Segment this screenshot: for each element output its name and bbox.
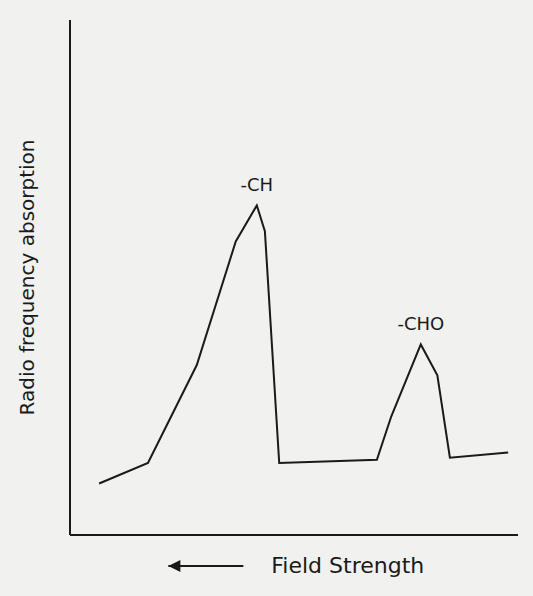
svg-text:Radio frequency absorption: Radio frequency absorption [15,139,39,415]
svg-text:Field Strength: Field Strength [271,553,424,578]
svg-text:-CHO: -CHO [397,313,444,334]
svg-text:-CH: -CH [241,174,274,195]
